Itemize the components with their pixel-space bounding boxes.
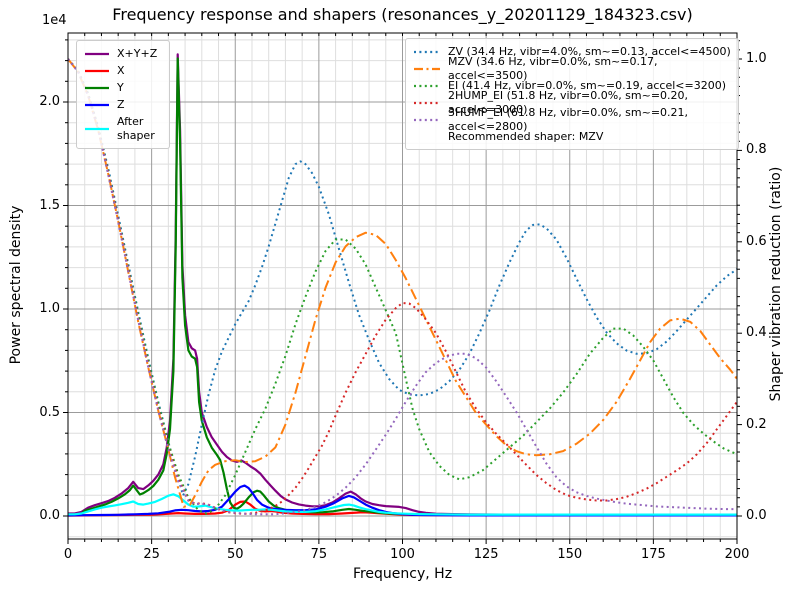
- shaper-legend-item: MZV (34.6 Hz, vibr=0.0%, sm~=0.17, accel…: [413, 55, 731, 82]
- x-tick-label: 125: [473, 547, 499, 562]
- y-left-tick-label: 1.5: [39, 197, 60, 213]
- recommended-shaper-note: Recommended shaper: MZV: [448, 130, 604, 143]
- x-tick-label: 75: [310, 547, 328, 562]
- psd-legend-item-label: X+Y+Z: [117, 46, 158, 60]
- y-axis-offset-label: 1e4: [42, 13, 67, 28]
- y-right-tick-label: 0.6: [746, 233, 767, 249]
- shaper-legend-item: ZV (34.4 Hz, vibr=4.0%, sm~=0.13, accel<…: [413, 43, 731, 60]
- psd-curve-y: [68, 57, 737, 517]
- shaper-legend-item: 3HUMP_EI (61.8 Hz, vibr=0.0%, sm~=0.21, …: [413, 106, 731, 133]
- y-right-tick-label: 0.2: [746, 416, 767, 432]
- psd-legend-item-label: X: [117, 63, 125, 77]
- shaper-legend-item: 2HUMP_EI (51.8 Hz, vibr=0.0%, sm~=0.20, …: [413, 89, 731, 116]
- psd-curve-after-shaper: [68, 493, 737, 516]
- y-right-tick-label: 1.0: [746, 51, 767, 66]
- psd-legend-item-label: Y: [117, 80, 124, 94]
- y-right-tick-label: 0.4: [746, 325, 767, 341]
- y-left-tick-label: 0.5: [39, 404, 60, 420]
- shaper-legend-item-label: 3HUMP_EI (61.8 Hz, vibr=0.0%, sm~=0.21, …: [448, 105, 689, 133]
- shaper-legend-item: EI (41.4 Hz, vibr=0.0%, sm~=0.19, accel<…: [413, 77, 731, 94]
- shaper-legend: ZV (34.4 Hz, vibr=4.0%, sm~=0.13, accel<…: [405, 38, 739, 150]
- psd-legend-item: After shaper: [84, 113, 162, 144]
- right-y-axis-label: Shaper vibration reduction (ratio): [768, 166, 784, 402]
- y-left-tick-label: 0.0: [39, 508, 60, 523]
- x-tick-label: 100: [390, 547, 415, 562]
- psd-curve-x-y-z: [68, 53, 737, 516]
- x-tick-label: 50: [226, 547, 244, 562]
- shaper-legend-item-label: MZV (34.6 Hz, vibr=0.0%, sm~=0.17, accel…: [448, 54, 658, 82]
- x-axis-label: Frequency, Hz: [352, 566, 453, 582]
- psd-legend-item: Y: [84, 79, 162, 96]
- psd-legend-item-label: After shaper: [117, 114, 155, 142]
- psd-legend-item: X+Y+Z: [84, 45, 162, 62]
- shaper-curve--hump-ei: [68, 58, 737, 516]
- psd-legend-item: Z: [84, 96, 162, 113]
- legend-line-sample-icon: [85, 52, 109, 56]
- legend-line-sample-icon: [414, 50, 440, 54]
- left-y-axis-label: Power spectral density: [8, 205, 24, 365]
- x-tick-label: 25: [143, 547, 160, 562]
- shaper-curve-zv: [68, 58, 737, 497]
- y-right-tick-label: 0.0: [746, 508, 767, 523]
- psd-legend: X+Y+Z X Y Z After shaper: [76, 40, 170, 149]
- legend-line-sample-icon: [414, 118, 440, 122]
- y-left-tick-label: 1.0: [39, 301, 60, 316]
- shaper-curve-ei: [68, 58, 737, 515]
- legend-line-sample-icon: [414, 67, 440, 71]
- legend-line-sample-icon: [85, 86, 109, 90]
- x-tick-label: 150: [557, 547, 583, 562]
- y-right-tick-label: 0.8: [746, 142, 767, 158]
- chart-title: Frequency response and shapers (resonanc…: [112, 5, 693, 24]
- x-tick-label: 0: [63, 547, 73, 562]
- shaper-curve-mzv: [68, 58, 737, 508]
- legend-line-sample-icon: [414, 84, 440, 88]
- psd-legend-item: X: [84, 62, 162, 79]
- psd-legend-item-label: Z: [117, 97, 125, 111]
- shaper-legend-item-label: 2HUMP_EI (51.8 Hz, vibr=0.0%, sm~=0.20, …: [448, 88, 689, 116]
- shaper-curve--hump-ei: [68, 58, 737, 515]
- legend-line-sample-icon: [85, 127, 109, 131]
- legend-line-sample-icon: [414, 101, 440, 105]
- x-tick-label: 175: [640, 547, 666, 562]
- shaper-legend-item-label: EI (41.4 Hz, vibr=0.0%, sm~=0.19, accel<…: [448, 78, 726, 92]
- x-tick-label: 200: [724, 547, 750, 562]
- legend-line-sample-icon: [85, 69, 109, 73]
- shaper-legend-item-label: ZV (34.4 Hz, vibr=4.0%, sm~=0.13, accel<…: [448, 44, 731, 58]
- y-left-tick-label: 2.0: [39, 94, 60, 109]
- legend-line-sample-icon: [85, 103, 109, 107]
